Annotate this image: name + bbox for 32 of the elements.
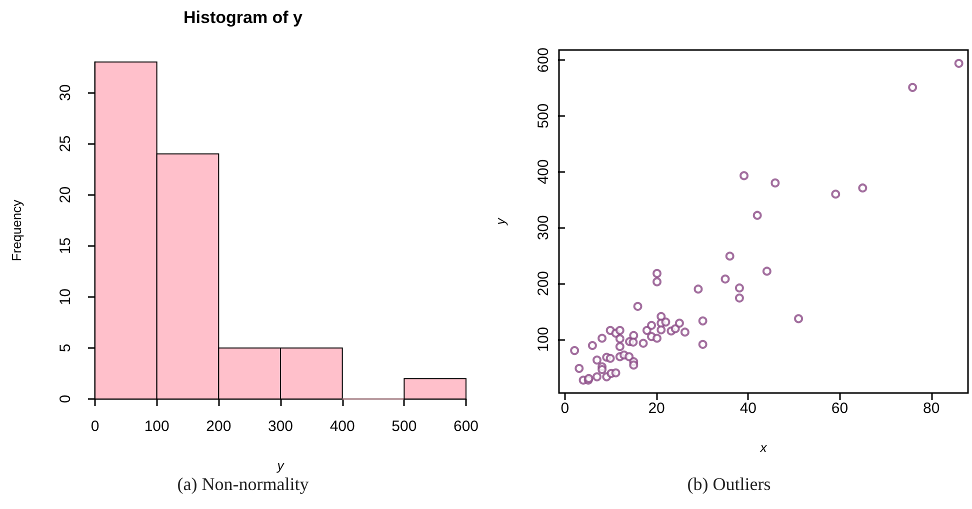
y-tick-label: 20 [57, 186, 74, 204]
x-tick-label: 20 [648, 400, 665, 417]
x-axis-title: y [276, 458, 286, 473]
y-tick-label: 200 [535, 270, 552, 296]
x-tick-label: 600 [453, 418, 479, 435]
y-tick-label: 15 [57, 237, 74, 254]
x-tick-label: 400 [330, 418, 355, 435]
y-tick-label: 10 [57, 288, 74, 306]
y-axis-title: Frequency [9, 199, 24, 262]
x-tick-label: 300 [268, 418, 294, 435]
y-tick-label: 400 [535, 159, 552, 184]
y-tick-label: 600 [535, 48, 552, 73]
x-tick-label: 0 [560, 400, 570, 417]
y-tick-label: 300 [535, 215, 552, 240]
x-axis-title: x [759, 440, 768, 455]
y-tick-label: 0 [57, 394, 74, 404]
x-tick-label: 200 [206, 418, 232, 435]
x-tick-label: 60 [831, 400, 848, 417]
x-tick-label: 80 [923, 400, 940, 417]
y-tick-label: 100 [535, 326, 552, 352]
y-tick-label: 30 [57, 84, 74, 101]
y-tick-label: 5 [57, 344, 74, 352]
chart-title: Histogram of y [183, 8, 304, 27]
x-tick-label: 40 [740, 400, 756, 417]
text: (a) Non-normality [176, 474, 310, 495]
x-tick-label: 500 [392, 418, 417, 435]
x-tick-label: 0 [90, 418, 100, 435]
y-tick-label: 500 [535, 103, 552, 128]
text: (b) Outliers [686, 474, 772, 495]
y-tick-label: 25 [57, 135, 74, 152]
y-axis-title: y [493, 216, 508, 226]
x-tick-label: 100 [144, 418, 170, 435]
